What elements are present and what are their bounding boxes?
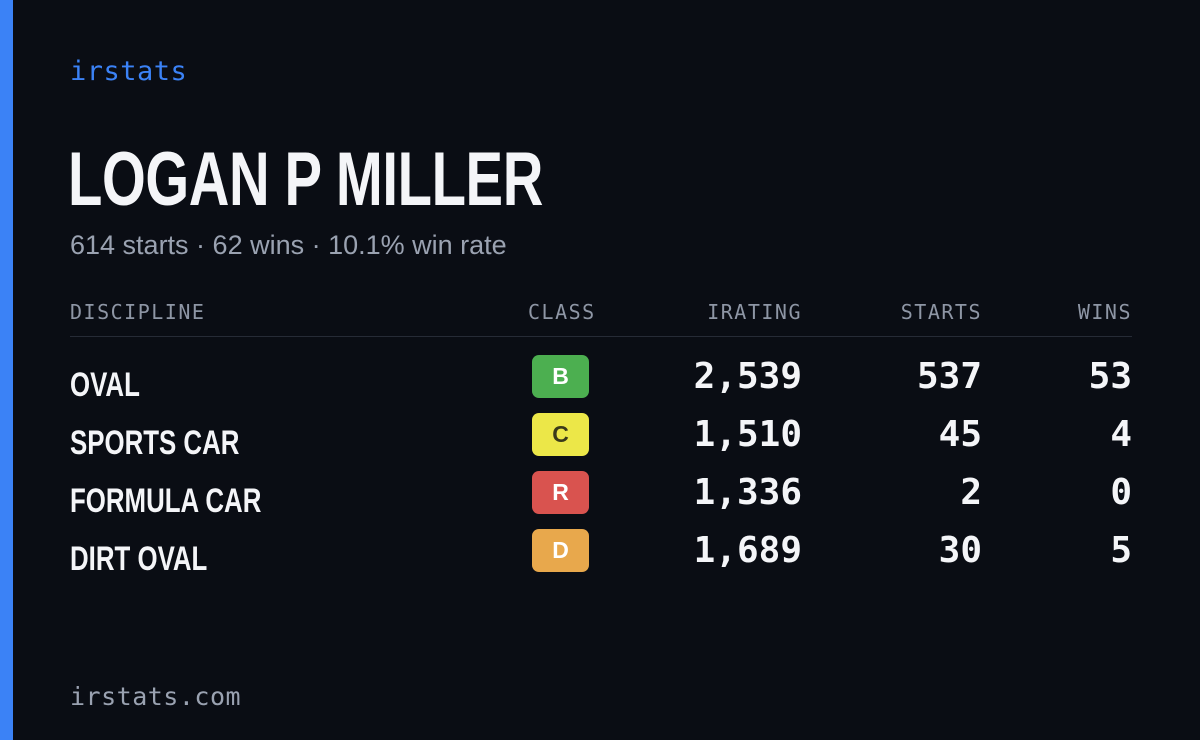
starts-value: 45 — [938, 414, 982, 455]
column-header-wins: WINS — [1077, 300, 1132, 324]
discipline-table: DISCIPLINE CLASS IRATING STARTS WINS OVA… — [70, 296, 1132, 585]
starts-value: 30 — [938, 530, 982, 571]
driver-summary: 614 starts · 62 wins · 10.1% win rate — [70, 230, 507, 260]
wins-value: 53 — [1088, 356, 1132, 397]
class-badge: R — [532, 471, 589, 514]
table-row: SPORTS CAR C 1,510 45 4 — [70, 411, 1132, 469]
column-header-starts: STARTS — [900, 300, 982, 324]
irating-value: 1,510 — [693, 414, 802, 455]
discipline-name: OVAL — [70, 366, 140, 404]
wins-value: 4 — [1110, 414, 1132, 455]
table-body: OVAL B 2,539 537 53 SPORTS CAR C 1,510 4… — [70, 337, 1132, 585]
table-row: FORMULA CAR R 1,336 2 0 — [70, 469, 1132, 527]
table-header: DISCIPLINE CLASS IRATING STARTS WINS — [70, 296, 1132, 337]
table-row: DIRT OVAL D 1,689 30 5 — [70, 527, 1132, 585]
irating-value: 2,539 — [693, 356, 802, 397]
column-header-class: CLASS — [528, 300, 596, 324]
footer-url: irstats.com — [70, 682, 242, 711]
class-badge: C — [532, 413, 589, 456]
accent-bar — [0, 0, 13, 740]
table-row: OVAL B 2,539 537 53 — [70, 353, 1132, 411]
driver-name: LOGAN P MILLER — [68, 137, 543, 222]
column-header-discipline: DISCIPLINE — [70, 300, 206, 324]
class-badge: B — [532, 355, 589, 398]
irating-value: 1,336 — [693, 472, 802, 513]
wins-value: 0 — [1110, 472, 1132, 513]
starts-value: 537 — [916, 356, 982, 397]
wins-value: 5 — [1110, 530, 1132, 571]
discipline-name: DIRT OVAL — [70, 540, 208, 578]
starts-value: 2 — [960, 472, 982, 513]
discipline-name: FORMULA CAR — [70, 482, 262, 520]
class-badge: D — [532, 529, 589, 572]
discipline-name: SPORTS CAR — [70, 424, 240, 462]
column-header-irating: IRATING — [707, 300, 802, 324]
brand-logo: irstats — [70, 56, 188, 87]
irating-value: 1,689 — [693, 530, 802, 571]
